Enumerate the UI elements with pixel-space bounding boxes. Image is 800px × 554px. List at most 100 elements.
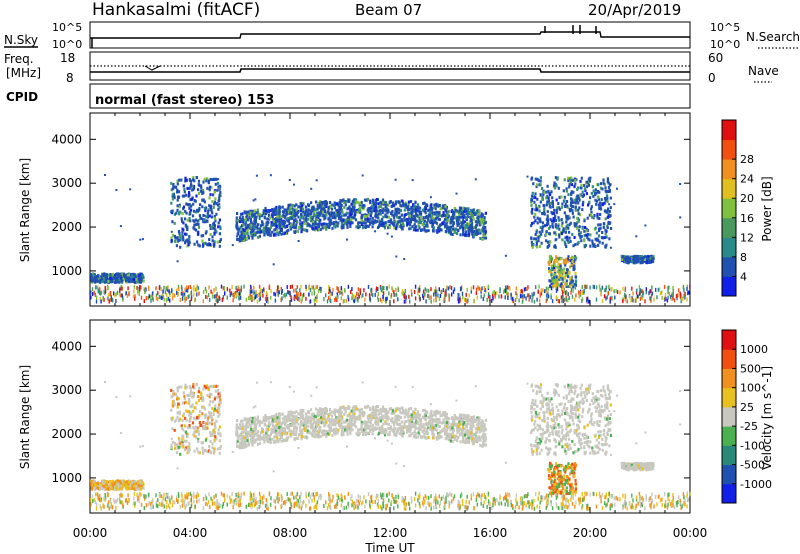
- range-gate-cell: [239, 220, 242, 224]
- range-gate-cell: [566, 223, 569, 227]
- range-gate-cell: [206, 212, 209, 216]
- range-gate-cell: [114, 487, 117, 491]
- range-gate-cell: [350, 202, 353, 206]
- range-gate-cell: [178, 419, 181, 423]
- range-gate-cell: [216, 203, 219, 207]
- range-gate-cell: [188, 235, 191, 239]
- range-gate-cell: [583, 239, 586, 243]
- range-gate-cell: [99, 291, 101, 295]
- range-gate-cell: [328, 286, 331, 291]
- range-gate-cell: [666, 298, 669, 303]
- range-gate-cell: [181, 219, 184, 223]
- range-gate-cell: [573, 236, 576, 239]
- noise-tick-bottom-left: 10^0: [52, 38, 82, 51]
- range-gate-cell: [218, 403, 221, 407]
- range-gate-cell: [197, 390, 200, 394]
- range-gate-cell: [208, 395, 211, 399]
- range-gate-cell: [170, 201, 173, 205]
- range-gate-cell: [535, 185, 538, 189]
- range-gate-cell: [349, 225, 352, 228]
- range-gate-cell: [539, 200, 542, 204]
- range-gate-cell: [391, 286, 393, 291]
- colorbar-tick-label: 12: [740, 231, 754, 244]
- range-gate-cell: [177, 402, 180, 406]
- range-gate-cell: [323, 214, 327, 218]
- range-gate-cell: [546, 184, 549, 188]
- range-gate-cell: [572, 190, 575, 194]
- range-gate-cell: [344, 288, 346, 293]
- range-gate-cell: [526, 175, 529, 178]
- range-gate-cell: [570, 280, 573, 284]
- range-gate-cell: [347, 294, 349, 299]
- range-gate-cell: [359, 210, 362, 214]
- range-gate-cell: [586, 216, 589, 220]
- range-gate-cell: [539, 225, 542, 229]
- range-gate-cell: [428, 296, 430, 301]
- range-gate-cell: [275, 224, 278, 228]
- range-gate-cell: [219, 398, 222, 401]
- range-gate-cell: [435, 297, 437, 302]
- range-gate-cell: [141, 238, 144, 241]
- range-gate-cell: [217, 294, 219, 299]
- range-gate-cell: [101, 277, 104, 281]
- range-gate-cell: [280, 290, 283, 295]
- range-gate-cell: [396, 211, 399, 215]
- range-gate-cell: [184, 383, 187, 387]
- range-gate-cell: [358, 206, 362, 210]
- range-gate-cell: [474, 220, 477, 224]
- range-gate-cell: [219, 194, 222, 198]
- range-gate-cell: [602, 178, 605, 182]
- range-gate-cell: [309, 299, 312, 304]
- range-gate-cell: [181, 426, 184, 430]
- range-gate-cell: [195, 401, 198, 405]
- range-gate-cell: [214, 435, 217, 439]
- range-gate-cell: [397, 200, 401, 204]
- range-gate-cell: [357, 221, 360, 225]
- range-gate-cell: [311, 205, 315, 209]
- range-gate-cell: [396, 215, 399, 219]
- range-gate-cell: [679, 216, 682, 219]
- range-gate-cell: [428, 288, 430, 293]
- range-gate-cell: [582, 200, 585, 204]
- range-gate-cell: [457, 217, 460, 221]
- range-gate-cell: [185, 409, 188, 413]
- range-gate-cell: [221, 297, 224, 302]
- range-gate-cell: [192, 383, 195, 386]
- range-gate-cell: [192, 202, 195, 206]
- range-gate-cell: [212, 413, 215, 416]
- range-gate-cell: [680, 299, 682, 304]
- range-gate-cell: [182, 228, 185, 232]
- range-gate-cell: [574, 205, 577, 209]
- range-gate-cell: [111, 479, 114, 483]
- range-gate-cell: [551, 200, 554, 204]
- range-gate-cell: [182, 412, 185, 416]
- range-gate-cell: [177, 437, 181, 440]
- range-gate-cell: [178, 287, 180, 292]
- noise-tick-bottom-right: 10^0: [710, 38, 740, 51]
- range-gate-cell: [226, 295, 228, 300]
- range-gate-cell: [209, 233, 212, 236]
- range-gate-cell: [209, 400, 212, 404]
- range-gate-cell: [208, 445, 211, 448]
- range-gate-cell: [644, 255, 647, 259]
- range-gate-cell: [190, 390, 193, 394]
- range-gate-cell: [466, 209, 469, 213]
- range-gate-cell: [219, 227, 222, 231]
- range-gate-cell: [405, 295, 408, 300]
- range-gate-cell: [170, 388, 173, 392]
- range-gate-cell: [489, 297, 491, 302]
- range-gate-cell: [470, 289, 472, 294]
- range-gate-cell: [208, 403, 211, 407]
- range-gate-cell: [291, 284, 293, 289]
- range-gate-cell: [564, 202, 567, 206]
- range-gate-cell: [346, 238, 348, 241]
- range-gate-cell: [482, 225, 485, 229]
- range-gate-cell: [171, 220, 174, 224]
- range-gate-cell: [676, 296, 678, 301]
- range-gate-cell: [320, 214, 323, 218]
- range-gate-cell: [608, 284, 611, 289]
- range-gate-cell: [615, 288, 617, 293]
- range-gate-cell: [558, 271, 561, 275]
- range-gate-cell: [560, 274, 563, 277]
- range-gate-cell: [649, 296, 651, 301]
